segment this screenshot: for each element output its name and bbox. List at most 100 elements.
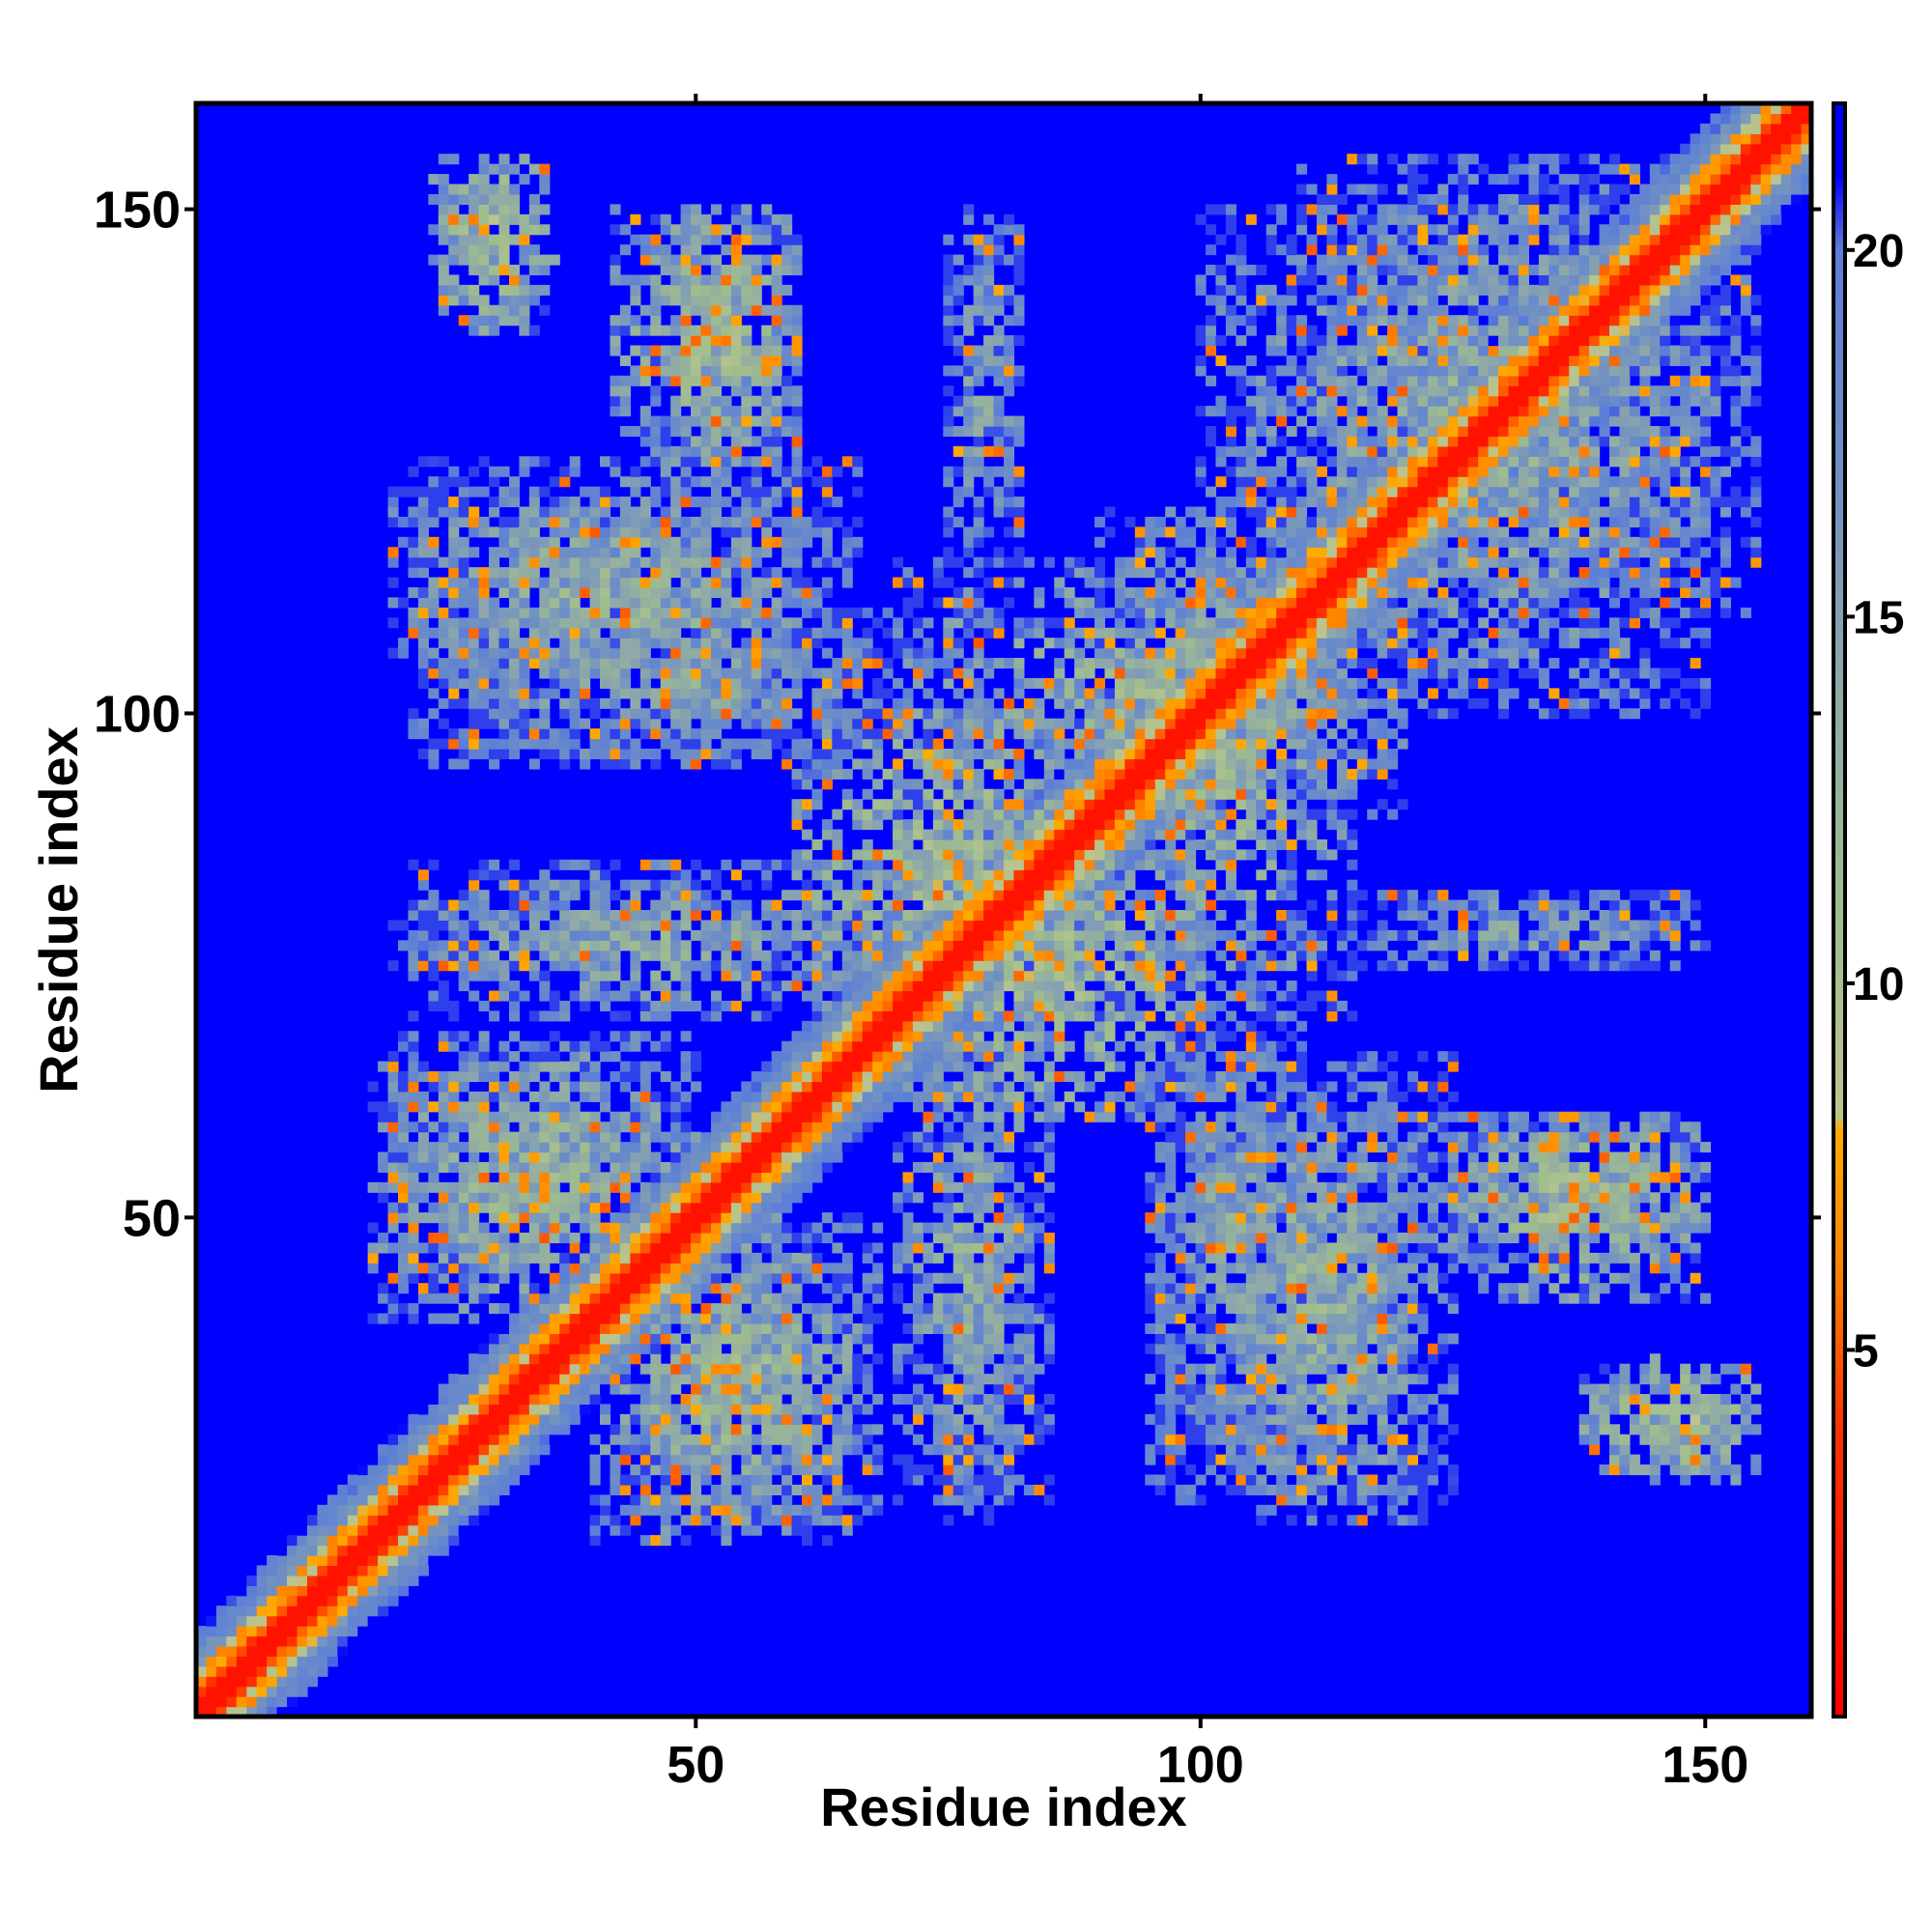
heatmap-cell bbox=[489, 607, 500, 618]
heatmap-cell bbox=[528, 1061, 540, 1072]
heatmap-cell bbox=[559, 1313, 571, 1324]
heatmap-cell bbox=[469, 486, 480, 497]
heatmap-cell bbox=[508, 1434, 520, 1445]
heatmap-cell bbox=[923, 1040, 934, 1052]
heatmap-cell bbox=[519, 718, 530, 729]
heatmap-cell bbox=[730, 335, 742, 347]
heatmap-cell bbox=[832, 1051, 843, 1063]
heatmap-cell bbox=[761, 910, 773, 922]
heatmap-cell bbox=[448, 184, 460, 195]
heatmap-cell bbox=[852, 1051, 864, 1063]
heatmap-cell bbox=[428, 859, 440, 870]
heatmap-cell bbox=[469, 224, 480, 236]
heatmap-cell bbox=[691, 1434, 702, 1445]
heatmap-cell bbox=[882, 1061, 894, 1072]
heatmap-cell bbox=[378, 1313, 389, 1324]
heatmap-cell bbox=[932, 1142, 944, 1153]
heatmap-cell bbox=[508, 708, 520, 720]
heatmap-cell bbox=[428, 1212, 440, 1224]
heatmap-cell bbox=[428, 658, 440, 669]
heatmap-cell bbox=[841, 718, 853, 729]
heatmap-cell bbox=[287, 1595, 298, 1606]
heatmap-cell bbox=[367, 1524, 379, 1536]
heatmap-cell bbox=[357, 1555, 369, 1567]
heatmap-cell bbox=[680, 1464, 692, 1476]
heatmap-cell bbox=[519, 284, 530, 296]
heatmap-cell bbox=[508, 688, 520, 699]
heatmap-cell bbox=[600, 668, 611, 679]
heatmap-cell bbox=[680, 647, 692, 659]
heatmap-cell bbox=[519, 577, 530, 588]
heatmap-cell bbox=[619, 244, 631, 256]
heatmap-cell bbox=[660, 1434, 671, 1445]
heatmap-cell bbox=[802, 1051, 813, 1063]
heatmap-cell bbox=[710, 556, 722, 568]
heatmap-cell bbox=[680, 1263, 692, 1274]
heatmap-cell bbox=[398, 1101, 410, 1113]
heatmap-cell bbox=[549, 728, 560, 740]
heatmap-cell bbox=[781, 1233, 793, 1244]
heatmap-cell bbox=[902, 1464, 914, 1476]
heatmap-cell bbox=[721, 1404, 732, 1415]
heatmap-cell bbox=[791, 1383, 803, 1395]
heatmap-cell bbox=[660, 486, 671, 497]
heatmap-cell bbox=[559, 738, 571, 750]
heatmap-cell bbox=[963, 1263, 975, 1274]
heatmap-cell bbox=[771, 1111, 782, 1122]
heatmap-cell bbox=[559, 1353, 571, 1365]
heatmap-cell bbox=[741, 1413, 753, 1425]
heatmap-cell bbox=[670, 1233, 682, 1244]
heatmap-cell bbox=[569, 910, 581, 922]
heatmap-cell bbox=[528, 1051, 540, 1063]
heatmap-cell bbox=[508, 879, 520, 891]
heatmap-cell bbox=[569, 1404, 581, 1415]
heatmap-cell bbox=[408, 1464, 419, 1476]
heatmap-cell bbox=[458, 1212, 469, 1224]
heatmap-cell bbox=[559, 1010, 571, 1022]
heatmap-cell bbox=[852, 1212, 864, 1224]
heatmap-cell bbox=[417, 677, 429, 689]
heatmap-cell bbox=[872, 1040, 884, 1052]
heatmap-cell bbox=[639, 556, 651, 568]
heatmap-cell bbox=[660, 254, 671, 266]
heatmap-cell bbox=[600, 1363, 611, 1375]
heatmap-cell bbox=[387, 1504, 399, 1516]
heatmap-cell bbox=[580, 1374, 591, 1385]
heatmap-cell bbox=[710, 617, 722, 629]
heatmap-cell bbox=[751, 556, 762, 568]
heatmap-cell bbox=[347, 1524, 358, 1536]
heatmap-cell bbox=[730, 749, 742, 760]
heatmap-cell bbox=[498, 940, 510, 952]
heatmap-cell bbox=[417, 1535, 429, 1547]
heatmap-cell bbox=[932, 1474, 944, 1486]
heatmap-cell bbox=[730, 607, 742, 618]
heatmap-cell bbox=[469, 1444, 480, 1456]
heatmap-cell bbox=[741, 587, 753, 599]
heatmap-cell bbox=[832, 1091, 843, 1102]
heatmap-cell bbox=[519, 990, 530, 1002]
heatmap-cell bbox=[852, 1091, 864, 1102]
heatmap-cell bbox=[559, 516, 571, 527]
heatmap-cell bbox=[438, 1474, 449, 1486]
heatmap-cell bbox=[630, 295, 641, 306]
heatmap-cell bbox=[721, 497, 732, 508]
heatmap-cell bbox=[902, 647, 914, 659]
heatmap-cell bbox=[943, 1061, 954, 1072]
heatmap-cell bbox=[710, 1142, 722, 1153]
heatmap-cell bbox=[489, 658, 500, 669]
heatmap-cell bbox=[650, 1322, 662, 1334]
heatmap-cell bbox=[680, 1202, 692, 1213]
heatmap-cell bbox=[600, 1051, 611, 1063]
heatmap-cell bbox=[630, 1151, 641, 1163]
heatmap-cell bbox=[902, 718, 914, 729]
heatmap-cell bbox=[580, 1212, 591, 1224]
heatmap-cell bbox=[943, 980, 954, 992]
heatmap-cell bbox=[408, 1263, 419, 1274]
heatmap-cell bbox=[469, 627, 480, 639]
heatmap-cell bbox=[963, 1504, 975, 1516]
heatmap-cell bbox=[508, 204, 520, 215]
heatmap-cell bbox=[841, 768, 853, 780]
heatmap-cell bbox=[528, 1413, 540, 1425]
heatmap-cell bbox=[660, 1394, 671, 1406]
heatmap-cell bbox=[387, 1242, 399, 1254]
